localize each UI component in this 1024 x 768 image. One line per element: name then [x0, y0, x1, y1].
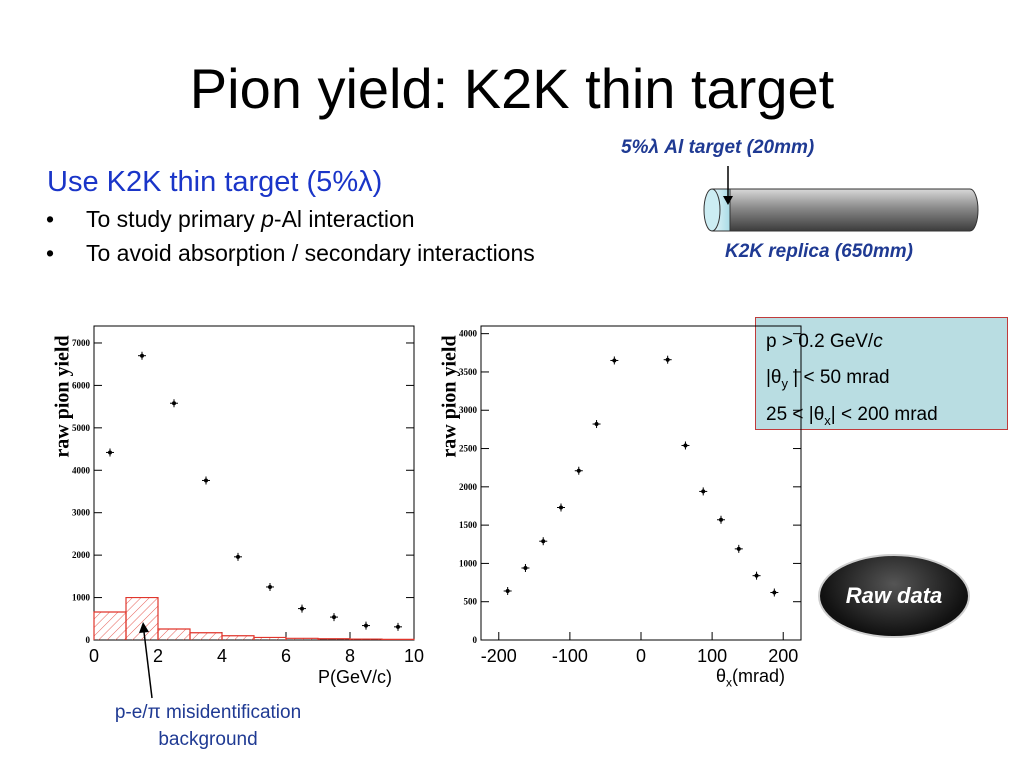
- y-tick-label-right: 3000: [459, 405, 478, 415]
- bullet-dot: •: [46, 206, 55, 232]
- data-point: [204, 478, 208, 483]
- y-tick-label-right: 1000: [459, 558, 478, 568]
- cut-box: p > 0.2 GeV/c |θy | < 50 mrad 25 < |θx| …: [755, 317, 1008, 430]
- data-point: [268, 584, 272, 589]
- data-point: [559, 505, 563, 510]
- x-tick-label-left: 6: [280, 646, 292, 666]
- cut-momentum: p > 0.2 GeV/c: [766, 331, 883, 352]
- bullet-1-text-pre: To study primary: [86, 206, 262, 232]
- y-axis-label-left: raw pion yield: [51, 335, 74, 458]
- y-tick-label-right: 2000: [459, 482, 478, 492]
- background-hist-bar: [286, 638, 318, 640]
- x-tick-label-right: 100: [697, 646, 728, 666]
- y-tick-label-right: 0: [473, 635, 478, 645]
- slide-title: Pion yield: K2K thin target: [189, 57, 835, 120]
- background-hist-bar: [254, 637, 286, 640]
- data-point: [665, 357, 670, 362]
- x-tick-label-right: 200: [768, 646, 799, 666]
- y-tick-label-left: 0: [86, 635, 91, 645]
- data-point: [612, 358, 617, 363]
- data-point: [701, 489, 706, 494]
- data-point: [236, 554, 240, 559]
- x-axis-label-left: P(GeV/c): [318, 667, 393, 687]
- x-tick-label-left: 2: [152, 646, 164, 666]
- bullet-dot: •: [46, 240, 55, 266]
- x-tick-label-left: 0: [88, 646, 100, 666]
- cut-theta-y: |θy | < 50 mrad: [766, 367, 890, 391]
- y-axis-label-right: raw pion yield: [438, 335, 461, 458]
- data-point: [541, 539, 546, 544]
- y-tick-label-left: 2000: [72, 550, 91, 560]
- background-hist-outline: [381, 638, 415, 640]
- bullet-2-text: To avoid absorption / secondary interact…: [86, 240, 535, 266]
- target-label: 5%λ Al target (20mm): [621, 137, 815, 158]
- data-point: [683, 443, 688, 448]
- data-point: [364, 623, 368, 628]
- plot-frame-left: [93, 325, 415, 641]
- cut-theta-x: 25 < |θx| < 200 mrad: [766, 403, 938, 428]
- data-point: [396, 624, 400, 629]
- data-point: [772, 590, 777, 595]
- x-tick-label-right: -200: [480, 646, 517, 666]
- data-point: [140, 353, 144, 358]
- background-hist-bar: [318, 638, 350, 640]
- bullet-item-2: • To avoid absorption / secondary interac…: [46, 240, 535, 267]
- x-axis-label-right: θx(mrad): [716, 666, 786, 690]
- data-point: [523, 566, 528, 571]
- data-point: [594, 422, 599, 427]
- y-tick-label-right: 1500: [459, 520, 478, 530]
- x-tick-label-left: 4: [216, 646, 228, 666]
- x-tick-label-right: -100: [551, 646, 588, 666]
- data-point: [754, 573, 759, 578]
- y-tick-label-left: 6000: [72, 380, 91, 390]
- y-tick-label-right: 4000: [459, 329, 478, 339]
- background-label-line1: p-e/π misidentification: [114, 702, 302, 723]
- replica-cylinder: [719, 188, 979, 232]
- x-tick-label-left: 10: [403, 646, 425, 666]
- data-point: [505, 588, 510, 593]
- background-hist-outline: [125, 596, 159, 640]
- subtitle: Use K2K thin target (5%λ): [47, 166, 383, 198]
- data-point: [576, 468, 581, 473]
- data-point: [172, 401, 176, 406]
- background-hist-bar: [190, 632, 222, 640]
- y-tick-label-left: 1000: [72, 593, 91, 603]
- data-point: [332, 615, 336, 620]
- y-tick-label-left: 4000: [72, 465, 91, 475]
- target-diagram: [703, 166, 979, 232]
- x-tick-label-left: 8: [344, 646, 356, 666]
- y-tick-label-left: 5000: [72, 423, 91, 433]
- background-hist-bar: [94, 611, 126, 640]
- background-hist-bar: [222, 635, 254, 640]
- plot-frame-right: [480, 325, 802, 641]
- data-point: [108, 450, 112, 455]
- bullet-1-text-post: -Al interaction: [273, 206, 415, 232]
- background-hist-bar: [126, 597, 158, 640]
- y-tick-label-right: 3500: [459, 367, 478, 377]
- y-tick-label-left: 3000: [72, 508, 91, 518]
- raw-data-badge: Raw data: [818, 554, 970, 638]
- background-hist-bar: [158, 628, 190, 640]
- data-point: [300, 606, 304, 611]
- y-tick-label-left: 7000: [72, 338, 91, 348]
- background-label-line2: background: [158, 728, 258, 750]
- background-label: p-e/π misidentification background: [88, 700, 328, 753]
- y-tick-label-right: 500: [464, 597, 478, 607]
- bullet-1-text-italic: p: [261, 206, 274, 232]
- data-point: [719, 517, 723, 522]
- data-point: [736, 546, 741, 551]
- y-tick-label-right: 2500: [459, 444, 478, 454]
- x-tick-label-right: 0: [635, 646, 647, 666]
- bullet-item-1: • To study primary p-Al interaction: [46, 206, 415, 233]
- target-arrow: [723, 166, 733, 205]
- replica-label: K2K replica (650mm): [725, 241, 913, 262]
